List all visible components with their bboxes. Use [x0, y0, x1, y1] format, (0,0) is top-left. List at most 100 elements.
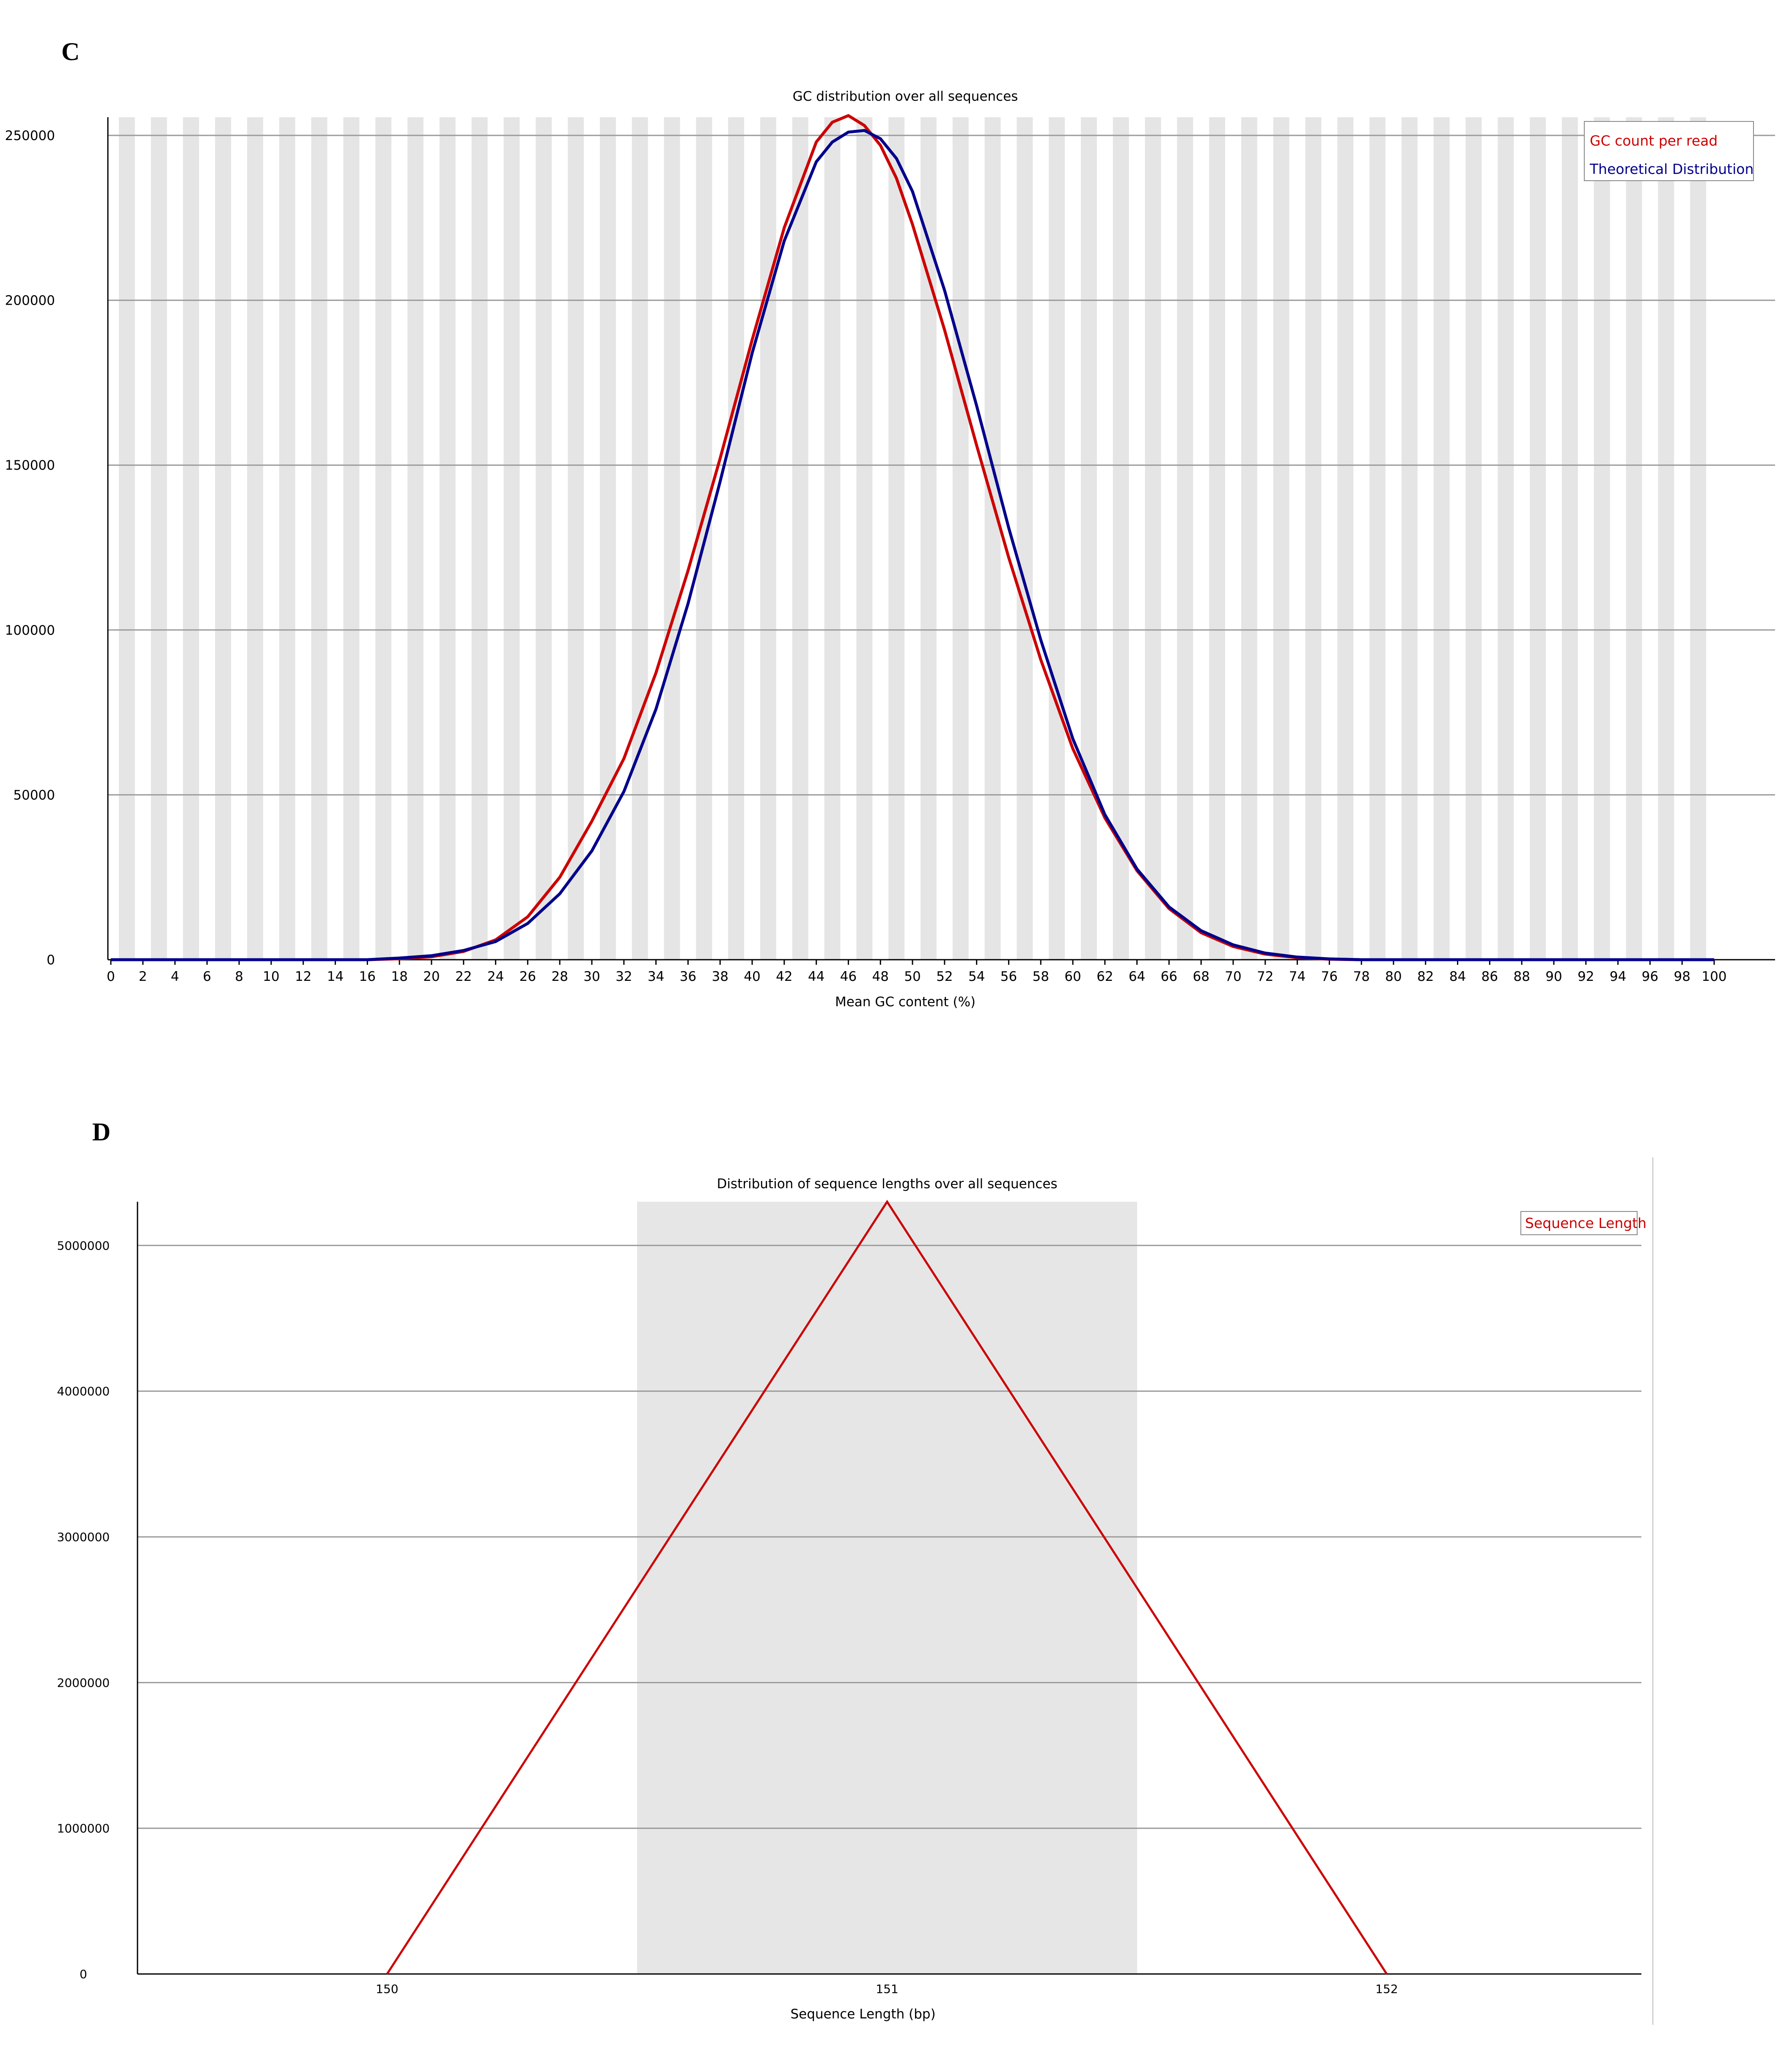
series-line-1 — [111, 129, 1714, 961]
band — [1690, 117, 1707, 960]
band — [984, 117, 1001, 960]
band — [471, 117, 488, 960]
grid-lines — [137, 1244, 1641, 1829]
category-band — [637, 1202, 1137, 1974]
band — [1113, 117, 1129, 960]
x-tick-label: 52 — [936, 969, 953, 984]
y-tick-label: 5000000 — [57, 1239, 110, 1253]
y-tick-label: 100000 — [5, 623, 55, 638]
x-axis-label: Mean GC content (%) — [835, 994, 976, 1010]
legend-box — [1520, 1211, 1638, 1235]
x-tick-label: 152 — [1375, 1982, 1398, 1996]
band — [1626, 117, 1642, 960]
band — [247, 117, 264, 960]
band — [343, 117, 360, 960]
x-tick-label: 50 — [904, 969, 921, 984]
y-tick-label: 4000000 — [57, 1385, 110, 1399]
x-tick-label: 80 — [1385, 969, 1402, 984]
x-tick-label: 56 — [1000, 969, 1017, 984]
series-line-0 — [386, 1200, 1388, 1975]
band — [375, 117, 392, 960]
grid-lines — [108, 135, 1775, 796]
band — [279, 117, 295, 960]
chart-title: GC distribution over all sequences — [793, 89, 1018, 104]
band — [632, 117, 648, 960]
band — [1209, 117, 1226, 960]
legend-box — [1584, 121, 1754, 181]
x-tick-label: 90 — [1545, 969, 1562, 984]
x-tick-label: 26 — [519, 969, 536, 984]
alternating-bands — [118, 117, 1707, 960]
x-tick-label: 96 — [1642, 969, 1658, 984]
x-tick-label: 0 — [107, 969, 115, 984]
x-tick-label: 68 — [1193, 969, 1209, 984]
x-tick-label: 48 — [872, 969, 888, 984]
x-tick-label: 88 — [1513, 969, 1530, 984]
band — [1530, 117, 1546, 960]
band — [824, 117, 841, 960]
band — [1433, 117, 1450, 960]
band — [664, 117, 680, 960]
x-tick-label: 36 — [680, 969, 696, 984]
x-tick-label: 64 — [1129, 969, 1145, 984]
x-tick-label: 38 — [712, 969, 728, 984]
band — [503, 117, 520, 960]
x-tick-label: 6 — [203, 969, 212, 984]
x-tick-label: 60 — [1064, 969, 1081, 984]
series-lines — [386, 1200, 1388, 1975]
band — [1594, 117, 1610, 960]
x-tick-label: 94 — [1610, 969, 1626, 984]
y-tick-label: 3000000 — [57, 1530, 110, 1544]
y-tick-label: 200000 — [5, 293, 55, 308]
band — [1305, 117, 1322, 960]
band — [1498, 117, 1514, 960]
x-tick-label: 22 — [455, 969, 472, 984]
x-tick-label: 76 — [1321, 969, 1338, 984]
series-lines — [111, 114, 1714, 961]
y-tick-label: 0 — [80, 1967, 87, 1981]
y-tick-label: 50000 — [13, 787, 55, 803]
sequence-length-chart: 0 1000000 2000000 3000000 4000000 5000000 150… — [57, 1157, 1654, 2025]
legend-entry-theoretical-distribution: Theoretical Distribution — [1589, 161, 1754, 177]
x-tick-label: 98 — [1674, 969, 1690, 984]
x-tick-label: 24 — [487, 969, 504, 984]
band — [792, 117, 808, 960]
band — [568, 117, 584, 960]
series-line-0 — [111, 114, 1714, 961]
x-axis-label: Sequence Length (bp) — [790, 2007, 935, 2022]
x-tick-label: 150 — [376, 1982, 398, 1996]
band — [952, 117, 969, 960]
panel-d-label: D — [92, 1118, 110, 1146]
legend-entry-sequence-length: Sequence Length — [1525, 1215, 1646, 1231]
x-tick-label: 42 — [776, 969, 792, 984]
x-tick-label: 54 — [968, 969, 985, 984]
x-tick-label: 82 — [1417, 969, 1434, 984]
band — [311, 117, 327, 960]
band — [1017, 117, 1033, 960]
band — [151, 117, 167, 960]
x-tick-label: 34 — [648, 969, 664, 984]
band — [760, 117, 776, 960]
x-tick-label: 18 — [391, 969, 407, 984]
y-tick-label: 0 — [47, 953, 55, 968]
y-tick-label: 1000000 — [57, 1822, 110, 1836]
band — [1241, 117, 1257, 960]
x-tick-label: 30 — [583, 969, 600, 984]
x-tick-label: 62 — [1097, 969, 1113, 984]
band — [1465, 117, 1482, 960]
x-tick-label: 92 — [1578, 969, 1594, 984]
x-tick-label: 32 — [616, 969, 632, 984]
x-tick-label: 74 — [1289, 969, 1306, 984]
x-tick-label: 46 — [840, 969, 857, 984]
band — [439, 117, 456, 960]
x-tick-label: 2 — [139, 969, 147, 984]
x-tick-label: 12 — [295, 969, 311, 984]
band — [1177, 117, 1193, 960]
band — [407, 117, 424, 960]
panel-c-label: C — [61, 38, 80, 66]
x-tick-label: 20 — [423, 969, 440, 984]
x-tick-label: 78 — [1353, 969, 1369, 984]
y-tick-label: 2000000 — [57, 1676, 110, 1690]
